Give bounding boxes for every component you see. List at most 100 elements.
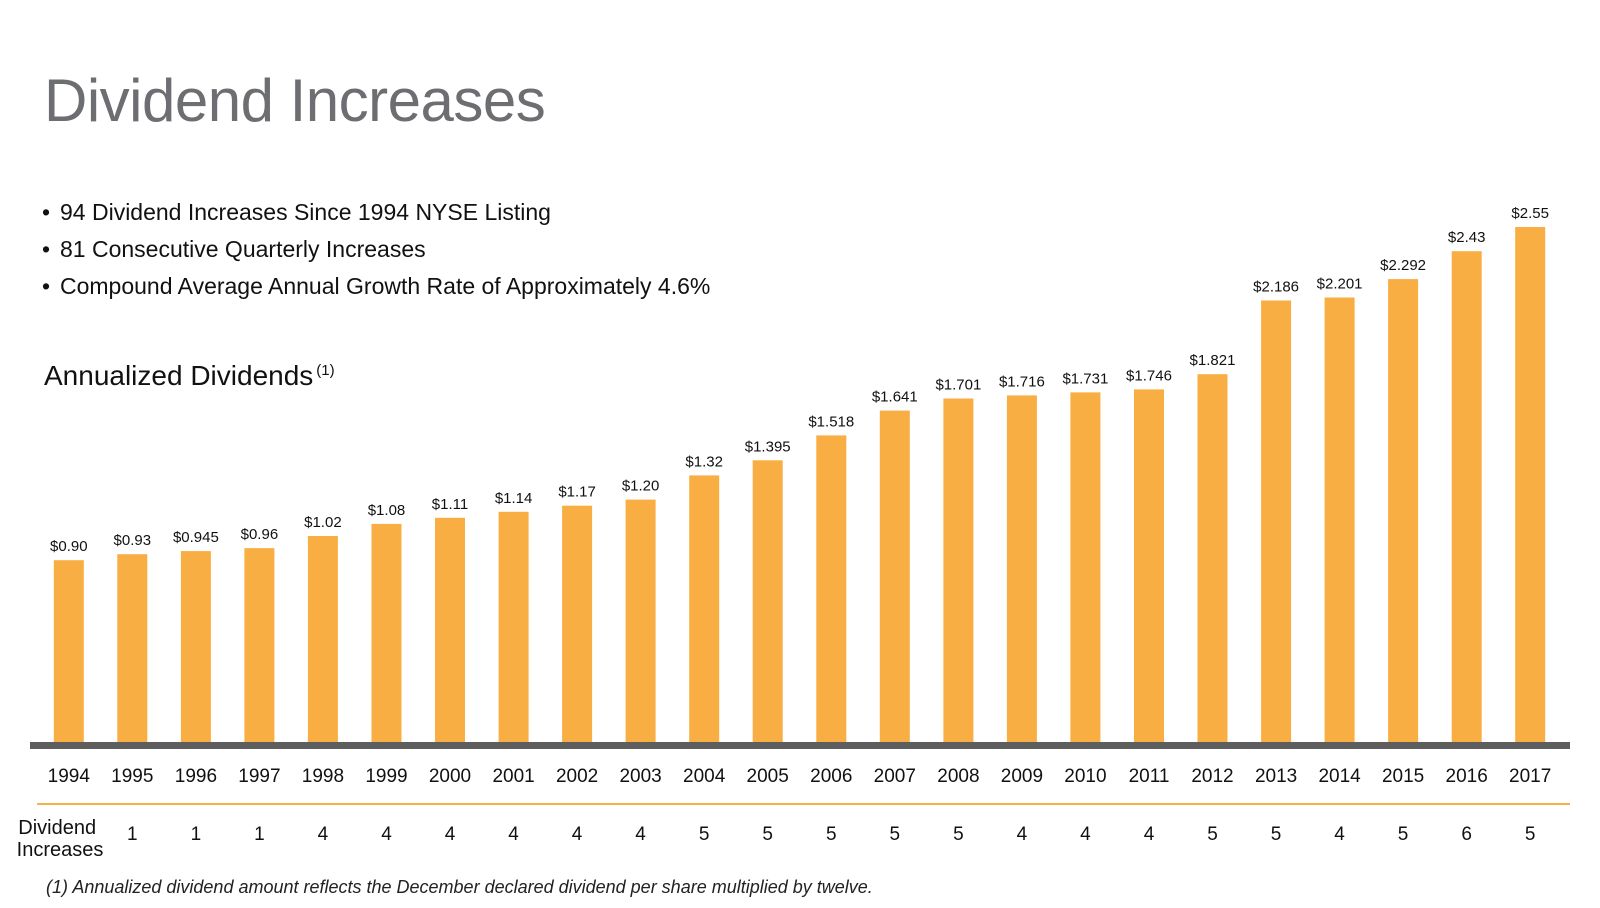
increase-count-2001: 4 <box>508 824 519 845</box>
row-label-line1: Dividend <box>18 817 96 839</box>
bar-1994 <box>53 560 84 742</box>
year-label-1999: 1999 <box>365 766 407 787</box>
bar-2006 <box>816 435 847 742</box>
year-label-2017: 2017 <box>1509 766 1551 787</box>
year-label-2013: 2013 <box>1255 766 1297 787</box>
year-label-2015: 2015 <box>1382 766 1424 787</box>
value-label-1995: $0.93 <box>114 532 152 549</box>
year-label-2016: 2016 <box>1446 766 1488 787</box>
year-label-2005: 2005 <box>747 766 789 787</box>
bullet-icon: • <box>42 236 51 262</box>
year-label-2004: 2004 <box>683 766 726 787</box>
increase-count-2013: 5 <box>1271 824 1282 845</box>
x-axis-baseline <box>30 742 1570 749</box>
footnote-marker: (1) <box>316 361 335 379</box>
bar-2004 <box>689 475 720 742</box>
increase-counts-group: 1 1 1 4 4 4 4 4 4 5 5 5 5 5 4 4 4 5 5 4 5 6 5 <box>127 824 1535 845</box>
increase-count-2002: 4 <box>572 824 583 845</box>
highlight-item: • 81 Consecutive Quarterly Increases <box>42 234 710 271</box>
highlight-item: • 94 Dividend Increases Since 1994 NYSE L… <box>42 197 710 234</box>
increase-count-1997: 1 <box>254 824 265 845</box>
bar-2012 <box>1197 374 1228 742</box>
year-label-2003: 2003 <box>619 766 661 787</box>
increase-count-1995: 1 <box>127 824 138 845</box>
value-label-2003: $1.20 <box>622 478 660 495</box>
value-label-2000: $1.11 <box>432 496 468 513</box>
bar-2013 <box>1261 300 1292 742</box>
footnote: (1) Annualized dividend amount reflects … <box>46 877 873 897</box>
bar-2008 <box>943 398 974 742</box>
year-label-2009: 2009 <box>1001 766 1043 787</box>
increase-count-2011: 4 <box>1144 824 1155 845</box>
year-label-2012: 2012 <box>1191 766 1233 787</box>
bar-2001 <box>498 511 529 742</box>
increase-count-2006: 5 <box>826 824 837 845</box>
bar-2015 <box>1388 279 1419 742</box>
increase-count-1999: 4 <box>381 824 392 845</box>
value-label-2010: $1.731 <box>1062 370 1108 387</box>
year-label-1997: 1997 <box>238 766 280 787</box>
increase-count-2008: 5 <box>953 824 964 845</box>
value-label-1996: $0.945 <box>173 529 219 546</box>
bar-2016 <box>1451 251 1482 742</box>
value-label-1994: $0.90 <box>50 538 88 555</box>
increase-count-2007: 5 <box>890 824 901 845</box>
bar-2000 <box>435 517 465 742</box>
increase-count-2004: 5 <box>699 824 710 845</box>
year-label-2006: 2006 <box>810 766 852 787</box>
value-label-1999: $1.08 <box>368 502 406 519</box>
value-label-1997: $0.96 <box>241 526 279 543</box>
value-labels-group: $0.90 $0.93 $0.945 $0.96 $1.02 $1.08 $1.11 $1.1… <box>50 205 1549 555</box>
bullet-icon: • <box>42 199 51 225</box>
highlights-list: • 94 Dividend Increases Since 1994 NYSE L… <box>42 197 710 308</box>
row-label-line2: Increases <box>17 839 104 861</box>
bar-1997 <box>244 548 275 742</box>
year-label-2001: 2001 <box>492 766 534 787</box>
increase-count-1996: 1 <box>191 824 202 845</box>
bar-2003 <box>625 499 656 742</box>
year-label-2000: 2000 <box>429 766 471 787</box>
page-title: Dividend Increases <box>44 67 546 134</box>
bar-1996 <box>180 551 211 742</box>
bullet-icon: • <box>42 273 51 299</box>
value-label-2015: $2.292 <box>1380 257 1426 274</box>
year-label-1996: 1996 <box>175 766 217 787</box>
year-label-2014: 2014 <box>1318 766 1361 787</box>
value-label-2014: $2.201 <box>1317 276 1363 293</box>
bar-2011 <box>1134 389 1164 742</box>
increase-count-2014: 4 <box>1334 824 1345 845</box>
bar-2014 <box>1324 297 1355 742</box>
highlight-text: 81 Consecutive Quarterly Increases <box>60 236 426 262</box>
year-label-2007: 2007 <box>874 766 916 787</box>
year-label-2008: 2008 <box>937 766 979 787</box>
value-label-2001: $1.14 <box>495 490 533 507</box>
bar-1998 <box>307 536 338 742</box>
value-label-2013: $2.186 <box>1253 279 1299 296</box>
bar-2010 <box>1070 392 1101 742</box>
value-label-2016: $2.43 <box>1448 229 1486 246</box>
bar-2002 <box>562 505 593 742</box>
value-label-2008: $1.701 <box>935 377 981 394</box>
increase-count-2003: 4 <box>635 824 646 845</box>
year-label-1995: 1995 <box>111 766 153 787</box>
increase-count-2005: 5 <box>762 824 773 845</box>
value-label-2004: $1.32 <box>685 453 723 470</box>
increase-count-2017: 5 <box>1525 824 1536 845</box>
value-label-2009: $1.716 <box>999 373 1045 390</box>
highlight-text: Compound Average Annual Growth Rate of A… <box>60 273 711 299</box>
value-label-2006: $1.518 <box>808 413 854 430</box>
value-label-2011: $1.746 <box>1126 367 1172 384</box>
increase-count-2012: 5 <box>1207 824 1218 845</box>
bar-1995 <box>117 554 148 742</box>
value-label-2005: $1.395 <box>745 438 791 455</box>
year-label-2011: 2011 <box>1129 766 1170 787</box>
bar-2007 <box>879 410 910 742</box>
increase-count-2015: 5 <box>1398 824 1409 845</box>
bar-1999 <box>371 523 402 742</box>
increase-count-2009: 4 <box>1017 824 1028 845</box>
highlight-text: 94 Dividend Increases Since 1994 NYSE Li… <box>60 199 551 225</box>
year-label-2010: 2010 <box>1064 766 1106 787</box>
year-label-1998: 1998 <box>302 766 344 787</box>
chart-subtitle: Annualized Dividends (1) <box>44 360 335 392</box>
